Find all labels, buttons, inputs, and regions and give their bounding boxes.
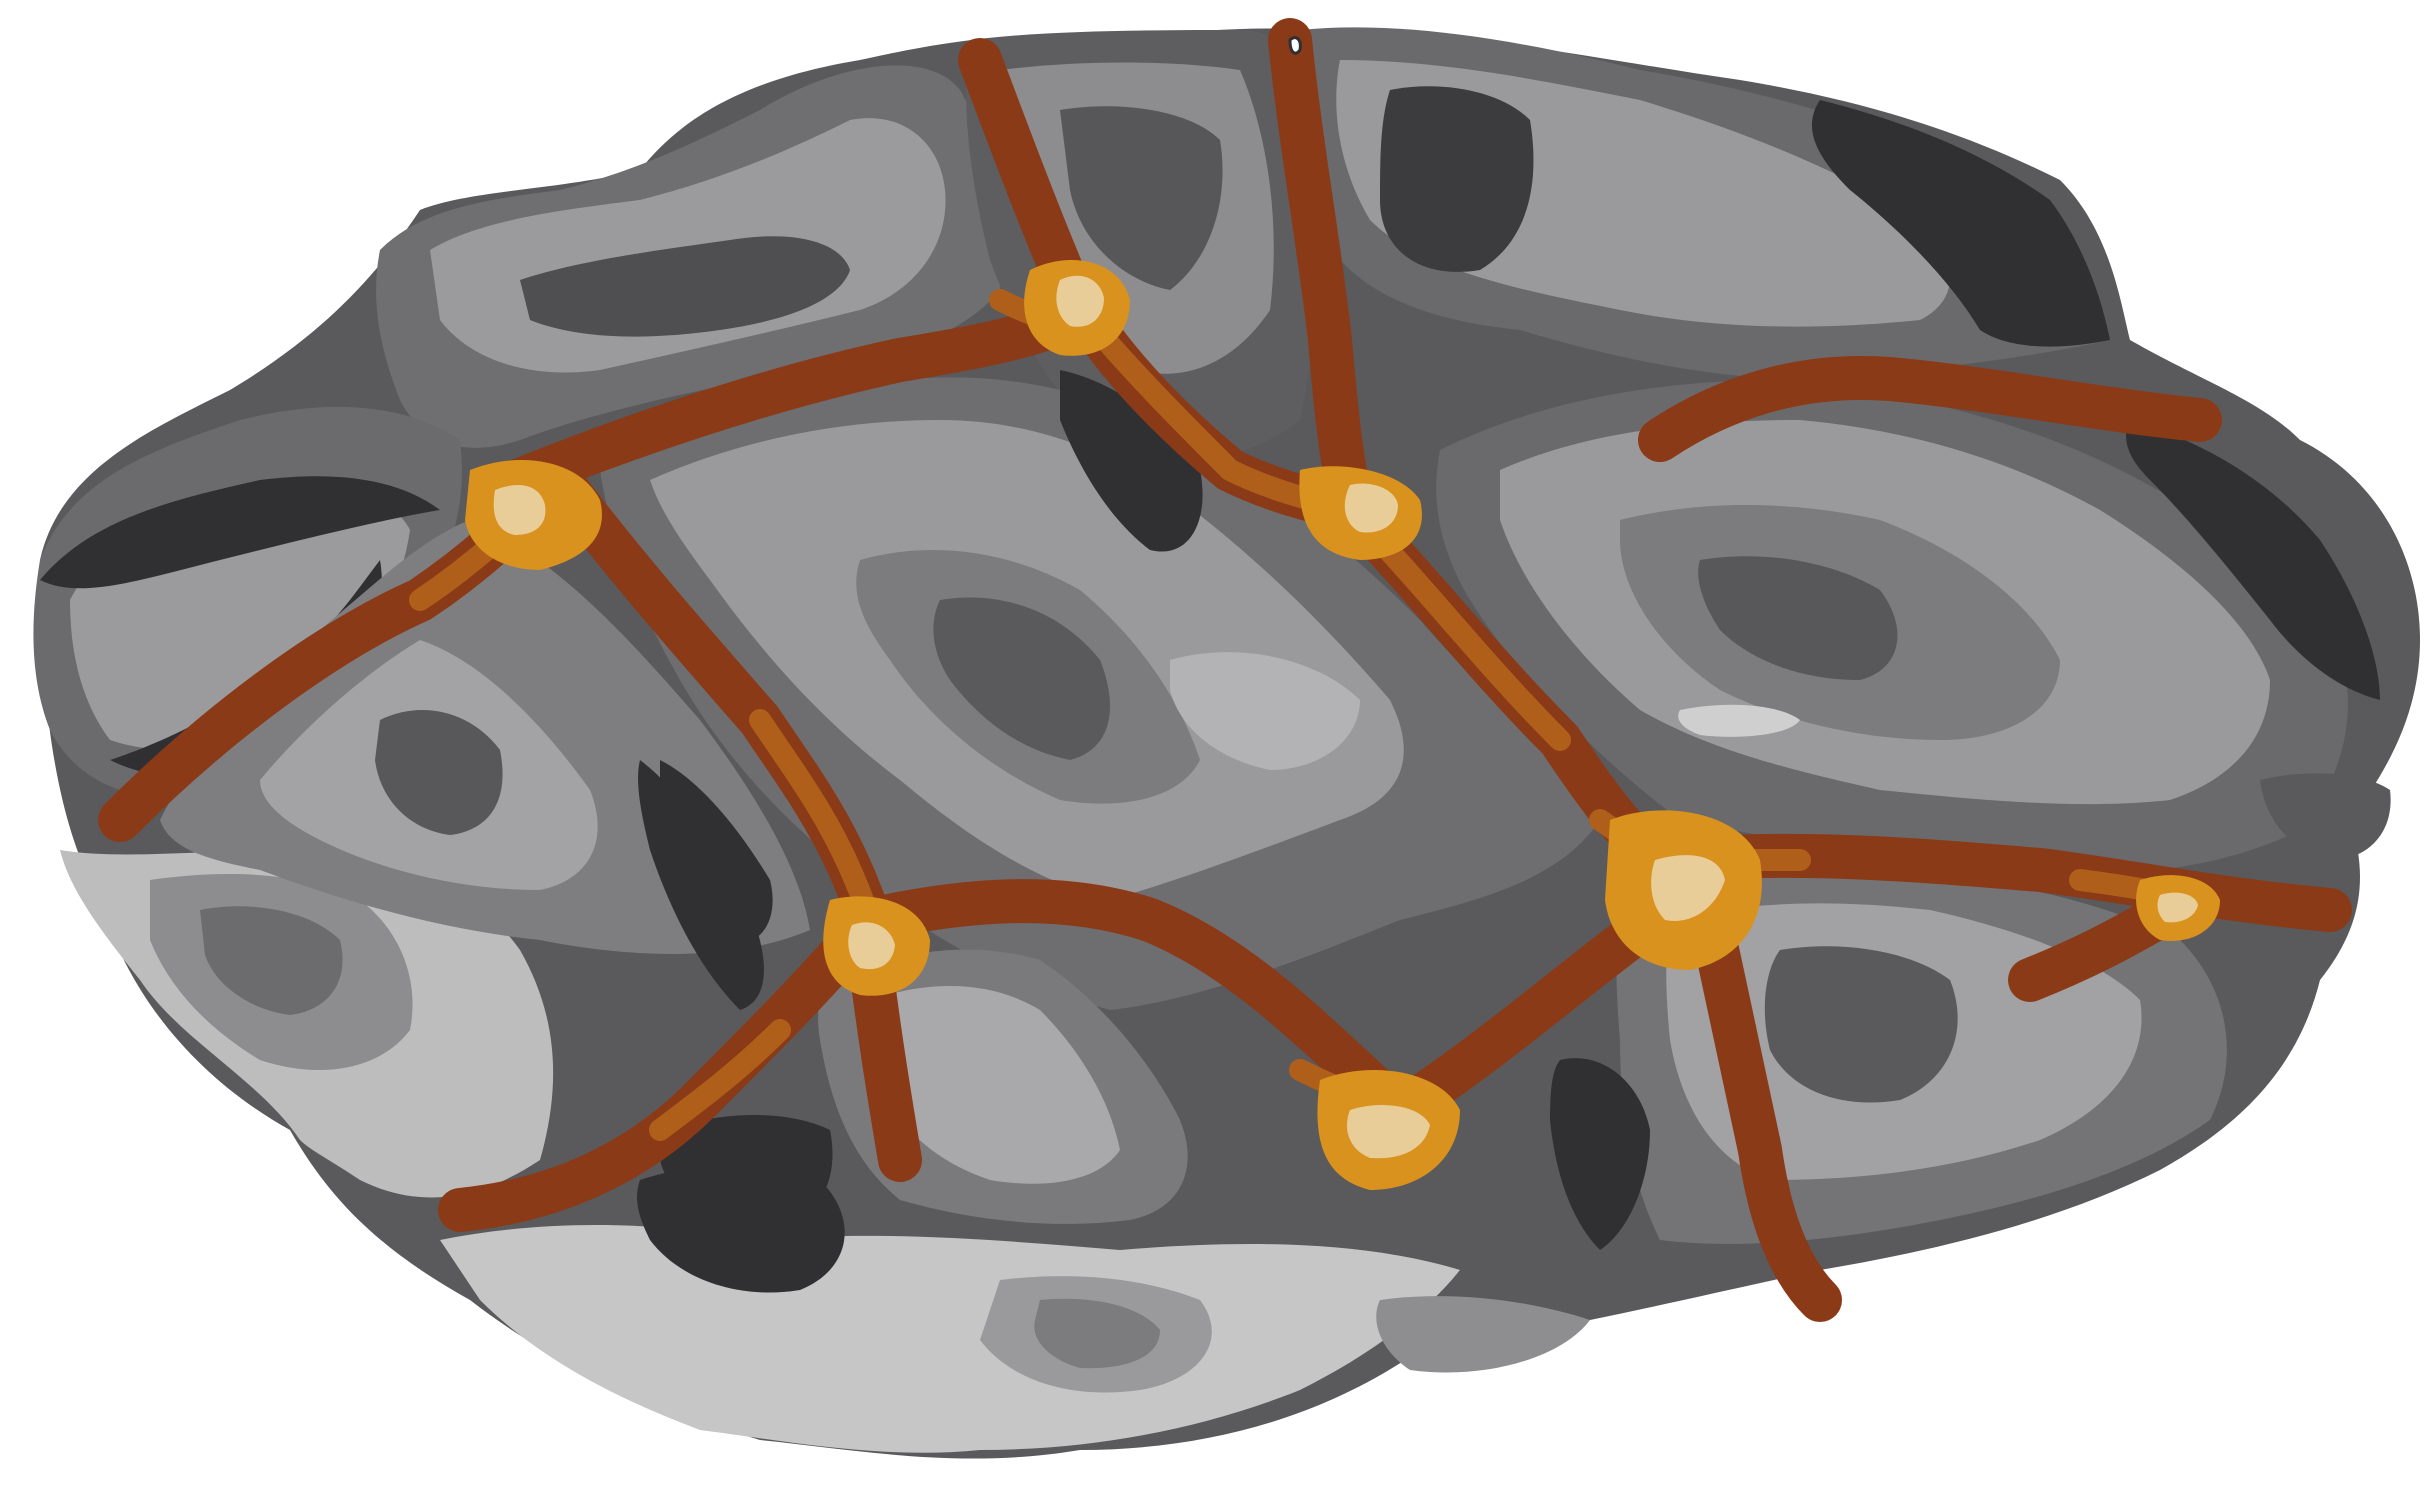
hot-core-center-left — [848, 922, 895, 970]
hot-core-center-right — [1651, 855, 1725, 921]
fragment-center-core — [933, 597, 1110, 760]
fragment-bottom-pebble — [1376, 1296, 1590, 1373]
fragment-bottom-center-inner2 — [1034, 1298, 1160, 1369]
crack-upper-left-b — [498, 298, 1092, 502]
fragment-lower-middle-light — [870, 986, 1120, 1184]
crack-glow-lower-left — [649, 1019, 791, 1141]
crack-right-upper — [1638, 356, 2222, 462]
hot-core-lower — [1346, 1105, 1430, 1159]
fragment-bottom-left-core — [200, 906, 343, 1015]
hot-core-top — [1056, 275, 1104, 327]
fragment-left-dark-band — [40, 476, 440, 589]
fragment-top-center-core — [1060, 106, 1223, 290]
fragment-right-core — [1698, 556, 1898, 680]
tiny-highlight-top — [1288, 36, 1302, 55]
hot-core-right — [2157, 892, 2198, 923]
hot-core-upper-left — [493, 485, 546, 535]
crevice-bottom-dark — [637, 1165, 845, 1293]
crack-glow-left — [749, 709, 881, 931]
crack-center-to-junction — [848, 879, 1422, 1132]
fragment-center-dark-band — [1060, 370, 1203, 552]
fragment-top-right-dark-edge — [1811, 100, 2110, 347]
crack-hot-cores — [493, 275, 2198, 1159]
fragment-right-notch — [2260, 773, 2391, 860]
crevice-left-lower — [638, 760, 764, 1010]
fragment-center-highlight — [1170, 652, 1360, 770]
fragment-bottom-right-core — [1764, 946, 1958, 1103]
fragment-bottom-right-dark — [1550, 1058, 1650, 1250]
fragment-right-highlight — [1678, 704, 1800, 737]
fragment-right-dark-edge — [2126, 420, 2380, 700]
crack-top-vertical — [1268, 18, 1372, 522]
fragment-top-left-core — [520, 236, 850, 337]
fragment-top-right-core — [1380, 86, 1534, 272]
hot-core-top-right — [1344, 483, 1398, 533]
fragment-bottom-center — [440, 1225, 1460, 1453]
fragment-center-left-core — [375, 710, 503, 835]
